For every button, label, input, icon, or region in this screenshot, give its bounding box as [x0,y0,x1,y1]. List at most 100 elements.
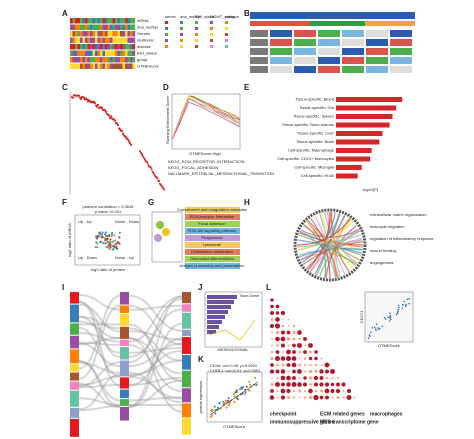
corr-dot [324,388,330,394]
legend-title: series [165,14,176,19]
corr-dot [313,382,319,387]
flow [78,304,183,380]
heatmap-cell [90,57,93,63]
point [389,316,392,319]
term-box [185,207,240,213]
corr-dot [341,382,346,387]
corr-dot [303,357,307,360]
heatmap-cell [97,63,101,69]
point [387,316,389,318]
heatmap-cell [82,44,86,50]
corr-dot [303,389,307,393]
dot [154,234,162,242]
corr-dot [286,388,291,394]
corr-dot [271,377,273,379]
corr-dot [269,323,275,329]
stat-label: CHI3L1: cor=0.51, p<0.0001 [210,368,261,373]
corr-dot [325,369,329,374]
bar [207,295,237,299]
corr-dot [291,362,297,368]
heatmap-cell [95,44,98,50]
term-box [185,228,240,234]
point [113,246,116,249]
heatmap-cell [132,37,136,43]
heatmap-cell [112,50,116,56]
point [109,241,112,244]
legend-title: MGMT_status [210,14,235,19]
bar [207,320,222,324]
table-cell [342,66,364,73]
corr-dot [308,388,313,394]
corr-dot [286,395,291,400]
flow [78,362,183,404]
corr-dot [281,343,285,348]
corr-dot [309,363,312,367]
legend-swatch [195,33,198,36]
heatmap-cell [122,50,126,56]
heatmap-cell [115,50,118,56]
chord [300,253,358,265]
point [156,177,159,180]
corr-dot [270,389,274,393]
corr-dot [336,382,340,387]
corr-dot [314,389,318,393]
term-label: Antigen processing and presentation [180,263,245,268]
heatmap-cell [127,63,131,69]
heatmap-cell [130,63,133,69]
heatmap-cell [87,50,91,56]
table-cell [270,48,292,55]
category-label: Tissue-specific: Brain [296,139,334,144]
row-label: IDH_status [137,51,157,56]
heatmap-cell [127,18,131,24]
flow [78,327,183,378]
stratum [182,337,191,354]
point [248,389,251,392]
table-cell [390,39,412,46]
heatmap-cell [70,31,73,37]
term-box [185,256,240,262]
heatmap-cell [80,18,83,24]
panel-label: H [244,198,250,207]
heatmap-cell [125,37,128,43]
point [99,240,102,243]
stratum [182,292,191,304]
heatmap-cell [90,44,93,50]
heatmap-cell [95,57,98,63]
table-cell [270,66,292,73]
point [129,143,133,146]
heatmap-cell [102,31,106,37]
point [104,231,107,234]
heatmap-cell [72,18,76,24]
corr-dot [297,343,302,348]
point [408,302,410,305]
table-cell [270,57,292,64]
corr-dot [319,369,324,374]
chord [316,213,341,276]
stratum [70,349,79,364]
heatmap-cell [125,63,128,69]
heatmap-cell [100,57,103,63]
corr-dot [274,355,281,362]
flow [78,301,183,358]
heatmap-cell [117,50,121,56]
flow [78,295,183,343]
point [106,235,109,238]
group-bar [250,21,310,26]
heatmap-cell [97,50,101,56]
heatmap-cell [127,50,131,56]
category-label: Tissue-specific: Liver [297,131,335,136]
corr-dot [303,337,307,341]
heatmap-cell [75,44,78,50]
flow [78,294,183,370]
stratum [120,347,129,360]
corr-dot [287,370,290,373]
point [163,188,166,191]
point [108,116,112,120]
term-label: Lysosome [203,242,222,247]
heatmap-cell [125,18,128,24]
heatmap-cell [122,44,126,50]
corr-dot [276,344,279,347]
heatmap-cell [132,63,136,69]
heatmap-cell [72,24,76,30]
corr-dot [276,363,279,367]
